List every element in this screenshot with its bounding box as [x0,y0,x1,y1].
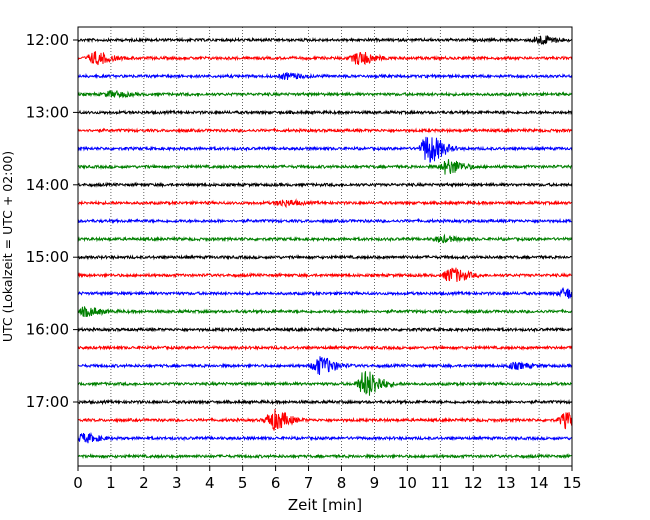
trace-1245 [77,89,573,99]
trace-1215 [77,51,573,66]
x-tick-label: 7 [304,474,314,492]
trace-1630 [77,356,573,375]
y-tick-label: 13:00 [26,103,69,121]
x-tick-label: 6 [271,474,281,492]
trace-1200 [77,35,573,46]
x-tick-label: 11 [431,474,450,492]
trace-1515 [77,267,573,282]
trace-1330 [77,136,573,163]
y-tick-label: 16:00 [26,321,69,339]
trace-1645 [77,371,573,396]
grid-lines [110,27,540,466]
y-tick-label: 14:00 [26,176,69,194]
x-axis-ticks: 0 1 2 3 4 5 6 7 8 9 10 11 12 13 14 15 [73,466,582,492]
trace-1500 [77,254,573,261]
trace-1600 [77,326,573,333]
x-axis-label: Zeit [min] [288,496,362,514]
trace-1445 [77,233,573,244]
trace-1315 [77,127,573,134]
trace-1615 [77,344,573,352]
trace-1415 [77,198,573,209]
x-tick-label: 14 [530,474,549,492]
x-tick-label: 3 [172,474,182,492]
y-tick-label: 15:00 [26,248,69,266]
x-tick-label: 10 [398,474,417,492]
x-tick-label: 2 [139,474,149,492]
y-tick-label: 12:00 [26,31,69,49]
x-tick-label: 4 [205,474,215,492]
trace-1700 [77,398,573,406]
x-tick-label: 12 [464,474,483,492]
trace-1300 [77,109,573,116]
trace-1745 [77,452,573,460]
x-tick-label: 5 [238,474,248,492]
x-tick-label: 13 [497,474,516,492]
traces [77,35,573,460]
x-tick-label: 9 [370,474,380,492]
x-tick-label: 8 [337,474,347,492]
trace-1230 [77,72,573,81]
plot-frame [77,26,573,467]
trace-1530 [77,286,573,299]
trace-1715 [77,409,573,431]
x-tick-label: 0 [73,474,83,492]
x-tick-label: 1 [106,474,116,492]
trace-1400 [77,181,573,189]
x-tick-label: 15 [562,474,581,492]
trace-1430 [77,217,573,225]
trace-1730 [77,431,573,444]
trace-1545 [77,306,573,317]
y-axis-label: UTC (Lokalzeit = UTC + 02:00) [0,151,15,342]
y-axis-ticks: 12:00 13:00 14:00 15:00 16:00 17:00 [26,31,78,411]
trace-1345 [77,159,573,175]
y-tick-label: 17:00 [26,393,69,411]
